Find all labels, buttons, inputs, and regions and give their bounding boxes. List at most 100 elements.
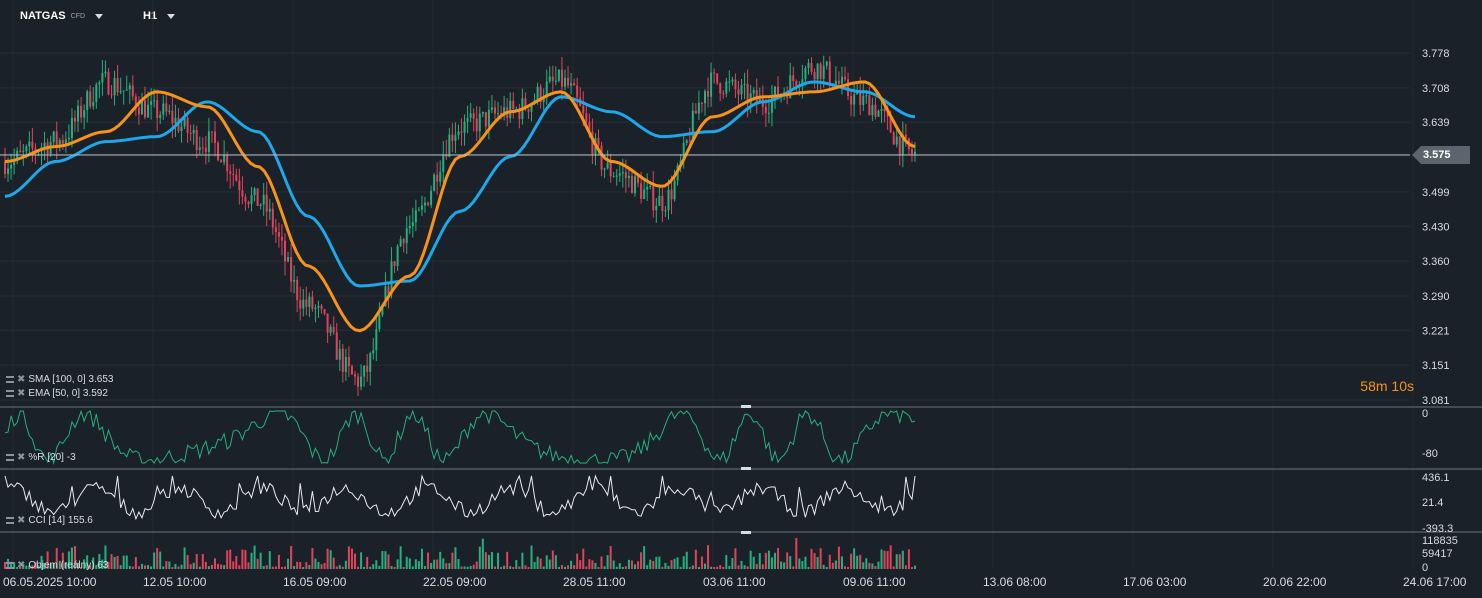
panel-resize-handle[interactable] bbox=[741, 405, 751, 408]
volume-bar bbox=[685, 551, 688, 569]
candle-body bbox=[344, 356, 347, 373]
volume-bar bbox=[326, 548, 329, 569]
instrument-type: CFD bbox=[70, 12, 86, 20]
volume-bar bbox=[506, 551, 509, 569]
volume-bar bbox=[74, 546, 76, 569]
candle-body bbox=[530, 103, 533, 112]
candle-body bbox=[393, 261, 396, 266]
volume-bar bbox=[637, 561, 640, 569]
candle-body bbox=[901, 134, 904, 155]
legend-sma[interactable]: ✖ SMA [100, 0] 3.653 bbox=[6, 374, 113, 385]
legend-williams-r[interactable]: ✖ %R [20] -3 bbox=[6, 452, 76, 463]
price-axis: 3.778 3.708 3.639 3.499 3.430 3.360 3.290 3.221… bbox=[1422, 48, 1450, 407]
volume-bar bbox=[156, 548, 159, 569]
candle-body bbox=[332, 326, 335, 333]
ema-line bbox=[4, 80, 916, 333]
time-tick-label: 20.06 22:00 bbox=[1263, 575, 1327, 589]
close-icon[interactable]: ✖ bbox=[17, 515, 26, 526]
volume-bar bbox=[144, 565, 146, 569]
close-icon[interactable]: ✖ bbox=[17, 374, 26, 385]
volume-bar bbox=[673, 558, 676, 569]
candle-body bbox=[256, 188, 259, 206]
candle-body bbox=[101, 73, 104, 83]
time-tick-label: 22.05 09:00 bbox=[423, 575, 487, 589]
legend-ema[interactable]: ✖ EMA [50, 0] 3.592 bbox=[6, 388, 108, 399]
time-tick-label: 16.05 09:00 bbox=[283, 575, 347, 589]
volume-bar bbox=[174, 564, 177, 569]
indicator-tick-label: 118835 bbox=[1422, 535, 1458, 547]
volume-bar bbox=[670, 560, 673, 569]
candle-body bbox=[183, 117, 186, 127]
candle-body bbox=[229, 171, 232, 174]
volume-bar bbox=[600, 556, 603, 569]
volume-bar bbox=[40, 555, 43, 569]
candle-body bbox=[244, 196, 247, 202]
close-icon[interactable]: ✖ bbox=[17, 388, 26, 399]
settings-icon[interactable] bbox=[6, 376, 14, 383]
volume-bar bbox=[299, 561, 302, 569]
legend-volume[interactable]: ✖ Objem (reálny) 63 bbox=[6, 560, 108, 571]
time-tick-label: 24.06 17:00 bbox=[1403, 575, 1467, 589]
candle-body bbox=[341, 348, 344, 373]
symbol-selector[interactable]: NATGAS CFD bbox=[20, 10, 104, 22]
candle-body bbox=[469, 113, 472, 118]
volume-bar bbox=[564, 566, 566, 569]
candle-body bbox=[652, 185, 655, 211]
candle-body bbox=[253, 188, 256, 196]
volume-bar bbox=[834, 560, 837, 569]
candle-body bbox=[630, 175, 633, 194]
candle-body bbox=[481, 112, 484, 114]
candle-body bbox=[335, 332, 338, 360]
legend-cci[interactable]: ✖ CCI [14] 155.6 bbox=[6, 515, 93, 526]
volume-bar bbox=[518, 566, 521, 569]
settings-icon[interactable] bbox=[6, 390, 14, 397]
volume-bar bbox=[448, 563, 451, 569]
volume-bar bbox=[80, 566, 83, 569]
timeframe-selector[interactable]: H1 bbox=[143, 10, 176, 22]
volume-bar bbox=[877, 561, 880, 569]
candle-countdown: 58m 10s bbox=[1360, 378, 1414, 394]
panel-resize-handle[interactable] bbox=[741, 531, 751, 534]
candle-body bbox=[311, 296, 314, 309]
candle-body bbox=[165, 103, 168, 112]
candle-body bbox=[914, 151, 916, 155]
volume-bar bbox=[664, 562, 667, 569]
volume-bar bbox=[430, 563, 433, 569]
time-tick-label: 06.05.2025 10:00 bbox=[3, 575, 97, 589]
candle-body bbox=[837, 80, 840, 84]
candle-body bbox=[615, 175, 618, 177]
volume-bar bbox=[16, 566, 19, 569]
candle-body bbox=[868, 95, 871, 116]
candle-body bbox=[892, 132, 895, 145]
volume-bar bbox=[880, 549, 883, 569]
volume-bar bbox=[147, 565, 150, 569]
candle-body bbox=[55, 131, 58, 146]
volume-bar bbox=[862, 562, 865, 569]
candle-body bbox=[475, 118, 478, 132]
volume-bar bbox=[567, 565, 570, 569]
volume-bar bbox=[274, 566, 277, 569]
settings-icon[interactable] bbox=[6, 454, 14, 461]
panel-resize-handle[interactable] bbox=[741, 467, 751, 470]
volume-bar bbox=[134, 557, 137, 569]
candle-body bbox=[232, 173, 235, 175]
volume-bar bbox=[807, 566, 810, 569]
candle-body bbox=[299, 300, 302, 309]
williams-r-line bbox=[4, 409, 916, 465]
volume-bar bbox=[859, 554, 862, 569]
close-icon[interactable]: ✖ bbox=[17, 452, 26, 463]
candle-body bbox=[13, 158, 16, 165]
volume-bar bbox=[770, 557, 773, 569]
settings-icon[interactable] bbox=[6, 562, 14, 569]
volume-bar bbox=[895, 554, 898, 569]
candle-body bbox=[372, 350, 375, 354]
close-icon[interactable]: ✖ bbox=[17, 560, 26, 571]
settings-icon[interactable] bbox=[6, 517, 14, 524]
candle-body bbox=[259, 204, 262, 206]
volume-bar bbox=[414, 559, 417, 569]
candle-body bbox=[697, 102, 700, 114]
candle-body bbox=[268, 208, 271, 212]
chevron-down-icon bbox=[167, 13, 176, 19]
volume-bar bbox=[220, 564, 223, 569]
